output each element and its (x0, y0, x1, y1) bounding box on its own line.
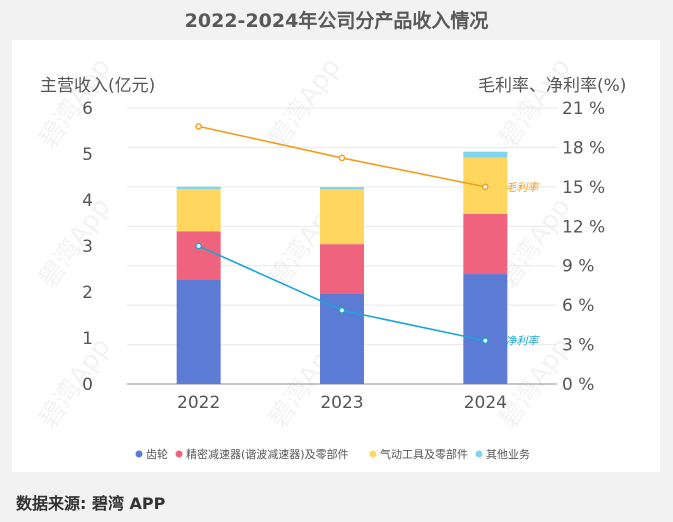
y-right-axis-title: 毛利率、净利率(%) (478, 76, 626, 96)
bar-segment (463, 213, 508, 275)
legend-marker (475, 450, 483, 458)
line-end-label: 毛利率 (505, 181, 540, 194)
bar-segment (176, 188, 221, 232)
watermark-text: 碧湾App (33, 53, 117, 154)
y-left-tick-label: 6 (82, 99, 93, 119)
legend-marker (175, 450, 183, 458)
watermark-text: 碧湾App (33, 333, 117, 434)
y-right-tick-label: 12 % (562, 217, 605, 237)
watermark-text: 碧湾App (33, 193, 117, 294)
y-left-tick-label: 2 (82, 283, 93, 303)
line-point (338, 154, 346, 162)
line-point (482, 337, 489, 344)
line-point (338, 307, 346, 314)
legend-label: 气动工具及零部件 (380, 447, 468, 461)
bar-segment (320, 187, 364, 190)
line-point (195, 242, 202, 250)
y-left-tick-label: 3 (82, 237, 93, 257)
x-tick-label: 2024 (464, 393, 507, 413)
y-right-tick-label: 15 % (562, 178, 605, 198)
bar-segment (176, 186, 221, 189)
line-point (482, 183, 489, 191)
bar-segment (176, 279, 221, 384)
bar-segment (463, 274, 508, 384)
x-tick-label: 2022 (177, 393, 220, 413)
legend-label: 精密减速器(谐波减速器)及零部件 (186, 447, 349, 461)
y-right-tick-label: 0 % (562, 375, 594, 395)
legend-label: 其他业务 (486, 448, 530, 461)
bar-segment (463, 151, 508, 158)
chart-title: 2022-2024年公司分产品收入情况 (184, 10, 489, 32)
line-point (195, 123, 202, 130)
bar-segment (320, 244, 364, 294)
x-tick-label: 2023 (320, 393, 363, 413)
data-source: 数据来源: 碧湾 APP (16, 494, 166, 513)
y-left-tick-label: 1 (82, 329, 93, 349)
chart-panel: 碧湾App 碧湾App 碧湾App 碧湾App 碧湾App 碧湾App 碧湾App 碧湾App… (12, 40, 660, 472)
bar-segment (176, 231, 221, 280)
legend-label: 齿轮 (146, 447, 168, 461)
y-left-tick-label: 5 (82, 145, 93, 165)
y-left-axis-title: 主营收入(亿元) (40, 76, 155, 96)
legend-marker (135, 450, 143, 458)
y-right-tick-label: 9 % (562, 257, 594, 277)
y-right-tick-label: 3 % (562, 336, 594, 356)
y-left-tick-label: 4 (82, 191, 93, 211)
line-end-label: 净利率 (505, 335, 540, 348)
chart-svg: 碧湾App碧湾App碧湾App碧湾App碧湾App碧湾App碧湾App碧湾App… (33, 53, 626, 461)
y-left-tick-label: 0 (82, 375, 93, 395)
y-right-tick-label: 18 % (562, 138, 605, 158)
y-right-tick-label: 21 % (562, 99, 605, 119)
bar-segment (320, 189, 364, 245)
watermark-text: 碧湾App (263, 53, 347, 154)
y-right-tick-label: 6 % (562, 296, 594, 316)
legend-marker (369, 450, 377, 458)
bar-segment (320, 293, 364, 384)
